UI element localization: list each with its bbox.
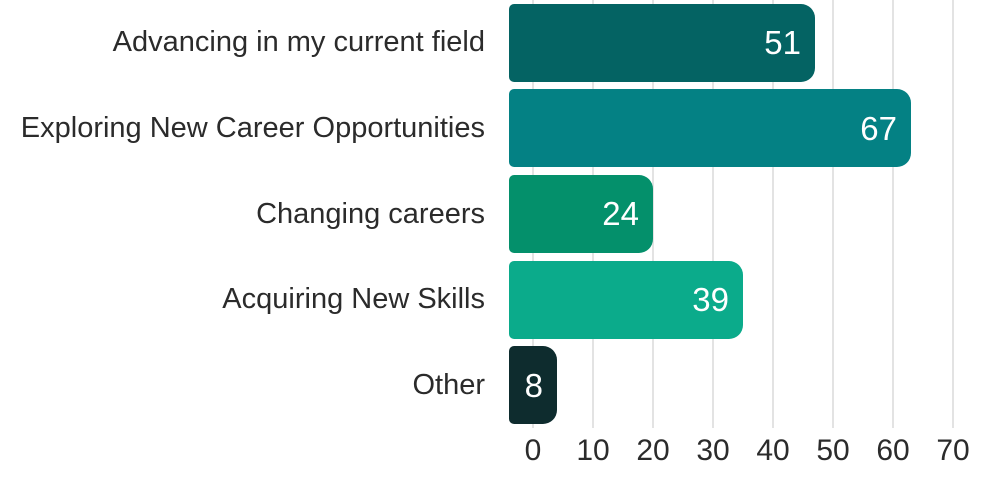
chart-row: Advancing in my current field 51 xyxy=(0,0,984,86)
chart-row: Exploring New Career Opportunities 67 xyxy=(0,86,984,172)
bar-track: 39 xyxy=(509,257,984,343)
x-axis: 0 10 20 30 40 50 60 70 xyxy=(525,434,984,476)
x-tick-label: 10 xyxy=(576,434,610,467)
gridline xyxy=(952,0,954,428)
bar-track: 51 xyxy=(509,0,984,86)
bar-value-label: 67 xyxy=(860,109,897,147)
x-tick-label: 0 xyxy=(524,434,542,467)
bar: 8 xyxy=(509,346,557,425)
x-tick-label: 40 xyxy=(756,434,790,467)
gridline xyxy=(832,0,834,428)
plot-area: Advancing in my current field 51 Exploring… xyxy=(0,0,984,428)
x-tick-label: 30 xyxy=(696,434,730,467)
bar-value-label: 39 xyxy=(692,281,729,319)
x-tick-label: 50 xyxy=(816,434,850,467)
bar-track: 24 xyxy=(509,171,984,257)
bar-value-label: 24 xyxy=(602,195,639,233)
bar: 39 xyxy=(509,260,743,339)
gridline xyxy=(712,0,714,428)
category-label: Changing careers xyxy=(256,197,485,230)
chart-row: Other 8 xyxy=(0,342,984,428)
bar-rows: Advancing in my current field 51 Exploring… xyxy=(0,0,984,428)
category-label: Acquiring New Skills xyxy=(222,283,485,316)
category-label: Other xyxy=(412,368,485,401)
bar: 51 xyxy=(509,3,815,82)
x-tick-label: 20 xyxy=(636,434,670,467)
bar-value-label: 8 xyxy=(524,366,543,404)
bar-value-label: 51 xyxy=(764,24,801,62)
bar: 67 xyxy=(509,89,911,168)
category-label: Exploring New Career Opportunities xyxy=(20,111,485,144)
category-label: Advancing in my current field xyxy=(112,26,485,59)
chart-row: Changing careers 24 xyxy=(0,171,984,257)
x-tick-label: 60 xyxy=(876,434,910,467)
gridline xyxy=(772,0,774,428)
gridline xyxy=(892,0,894,428)
bar: 24 xyxy=(509,174,653,253)
bar-track: 8 xyxy=(509,342,984,428)
gridline xyxy=(652,0,654,428)
x-tick-label: 70 xyxy=(936,434,970,467)
bar-track: 67 xyxy=(509,86,984,172)
chart-row: Acquiring New Skills 39 xyxy=(0,257,984,343)
